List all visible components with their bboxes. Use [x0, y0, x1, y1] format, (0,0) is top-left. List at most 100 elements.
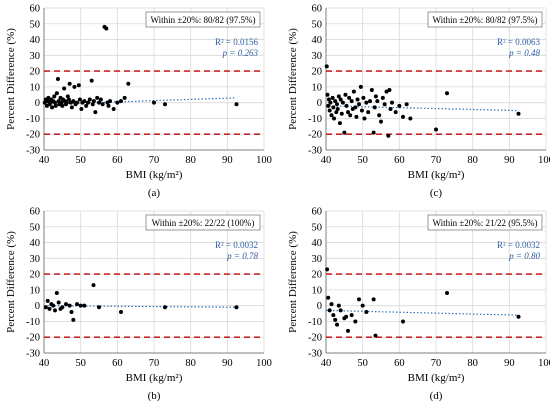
p-value-label: p = 0.80 [508, 251, 540, 261]
panel-label: (b) [148, 390, 161, 402]
y-tick-label: -10 [308, 114, 322, 125]
y-tick-label: -10 [308, 317, 322, 328]
r-squared-label: R² = 0.0063 [497, 37, 541, 47]
data-point [373, 94, 378, 99]
data-point [366, 110, 371, 115]
data-point [393, 110, 398, 115]
x-tick-label: 60 [112, 358, 123, 369]
x-tick-label: 80 [185, 358, 196, 369]
data-point [163, 102, 167, 107]
annotation-box [145, 11, 261, 28]
data-point [115, 100, 120, 105]
y-tick-label: -30 [26, 146, 40, 157]
data-point [357, 297, 361, 302]
data-point [445, 291, 449, 296]
data-point [82, 99, 87, 104]
y-axis-title: Percent Difference (%) [5, 231, 17, 333]
data-point [346, 110, 350, 115]
data-point [382, 102, 387, 107]
data-point [119, 99, 123, 104]
data-point [106, 103, 111, 108]
data-point [390, 100, 394, 105]
data-point [119, 309, 123, 314]
data-point [84, 103, 89, 108]
data-point [358, 84, 363, 89]
x-tick-label: 40 [39, 155, 50, 166]
data-point [364, 309, 369, 314]
annotation-box [427, 214, 543, 231]
y-tick-label: 50 [30, 222, 41, 233]
data-point [351, 89, 356, 94]
data-point [43, 305, 48, 310]
data-point [362, 116, 367, 121]
data-point [75, 302, 79, 307]
data-point [371, 130, 376, 135]
y-tick-label: 30 [312, 51, 323, 62]
y-axis-title: Percent Difference (%) [287, 231, 299, 333]
data-point [386, 133, 391, 138]
data-point [372, 105, 377, 110]
y-tick-label: 20 [30, 67, 41, 78]
data-point [328, 100, 333, 105]
x-tick-label: 100 [256, 155, 272, 166]
data-point [60, 103, 65, 108]
data-point [369, 88, 374, 93]
data-point [344, 314, 349, 319]
data-point [331, 313, 336, 318]
data-point [52, 94, 57, 99]
data-point [343, 92, 348, 97]
r-squared-label: R² = 0.0032 [215, 240, 258, 250]
x-tick-label: 80 [467, 155, 478, 166]
data-point [359, 108, 364, 113]
x-tick-label: 50 [75, 358, 86, 369]
data-point [98, 97, 103, 102]
y-tick-label: 0 [35, 301, 40, 312]
data-point [348, 113, 353, 118]
x-tick-label: 90 [504, 155, 515, 166]
data-point [67, 303, 72, 308]
x-tick-label: 80 [185, 155, 196, 166]
data-point [338, 97, 343, 102]
data-point [54, 291, 59, 296]
data-point [516, 314, 521, 319]
within-20-label: Within ±20%: 80/82 (97.5%) [432, 15, 537, 25]
data-point [234, 305, 239, 310]
data-point [401, 319, 405, 324]
y-tick-label: 50 [312, 222, 323, 233]
r-squared-label: R² = 0.0156 [215, 37, 259, 47]
data-point [126, 81, 131, 86]
x-axis-title: BMI (kg/m²) [126, 372, 183, 384]
data-point [100, 102, 105, 107]
data-point [332, 116, 337, 121]
x-axis-title: BMI (kg/m²) [126, 169, 183, 181]
x-tick-label: 60 [394, 358, 405, 369]
x-tick-label: 70 [431, 358, 442, 369]
y-tick-label: 60 [30, 207, 41, 218]
data-point [97, 100, 101, 105]
panel-label: (a) [148, 187, 161, 199]
panel-label: (d) [430, 390, 443, 402]
data-point [357, 102, 361, 107]
data-point [90, 102, 95, 107]
y-tick-label: -20 [26, 130, 40, 141]
data-point [97, 305, 101, 310]
data-point [375, 99, 380, 104]
within-20-label: Within ±20%: 22/22 (100%) [152, 218, 255, 228]
data-point [377, 113, 382, 118]
data-point [349, 313, 354, 318]
chart-panel: -30 -20 -10 0 10 20 30 40 50 60 40 50 60 70 80 90 100 BMI… [5, 207, 272, 402]
data-point [336, 94, 341, 99]
y-tick-label: 20 [312, 270, 323, 281]
data-point [353, 319, 358, 324]
data-point [78, 303, 83, 308]
y-tick-label: 30 [30, 51, 41, 62]
panel-label: (c) [430, 187, 443, 199]
data-point [51, 303, 56, 308]
data-point [434, 127, 438, 132]
data-point [387, 88, 392, 93]
data-point [337, 121, 342, 126]
x-tick-label: 40 [321, 155, 332, 166]
data-point [388, 106, 393, 111]
data-point [326, 97, 331, 102]
y-tick-label: 30 [312, 254, 323, 265]
